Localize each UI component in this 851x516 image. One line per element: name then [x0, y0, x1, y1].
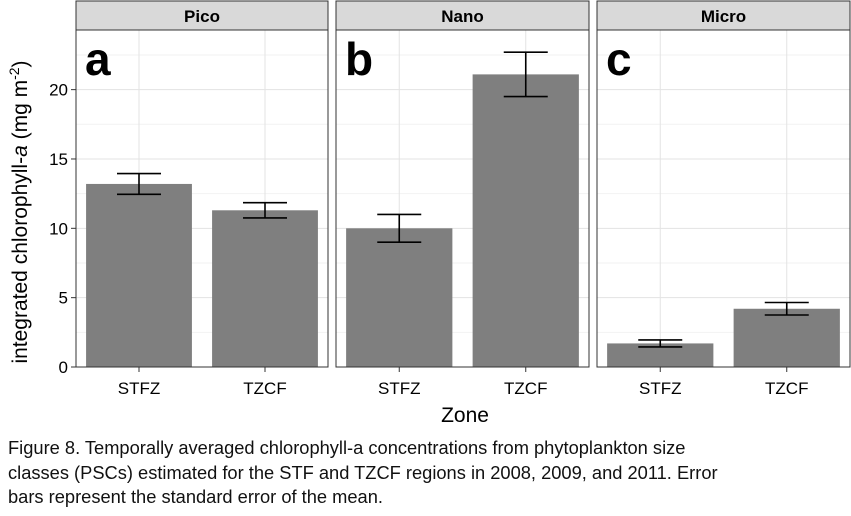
facet-panel-pico: Pico STFZ TZCF a	[75, 0, 329, 398]
facet-strip-label: Micro	[701, 7, 746, 26]
facet-strip-label: Pico	[184, 7, 220, 26]
facet-strip	[335, 0, 590, 31]
bar-tzcf	[733, 308, 840, 367]
bar-stfz	[607, 343, 714, 367]
y-axis-title-prefix: integrated chlorophyll-	[9, 157, 32, 364]
y-axis: 0 5 10 15 20	[49, 81, 76, 377]
facet-panel-nano: Nano STFZ TZCF b	[335, 0, 590, 398]
facet-strip	[75, 0, 329, 31]
panel-border	[75, 29, 329, 368]
bar-stfz	[86, 183, 192, 367]
x-tick-label: STFZ	[378, 379, 421, 398]
y-tick-label: 0	[59, 358, 68, 377]
y-tick-label: 15	[49, 150, 68, 169]
x-axis-title: Zone	[441, 404, 489, 427]
y-axis-title-superscript: -2	[6, 67, 22, 80]
panel-letter: b	[345, 33, 373, 85]
y-tick-label: 10	[49, 219, 68, 238]
y-tick-label: 5	[59, 289, 68, 308]
x-tick-label: TZCF	[765, 379, 808, 398]
facet-strip	[596, 0, 851, 31]
panel-border	[596, 29, 851, 368]
y-axis-title: integrated chlorophyll-a (mg m-2)	[6, 60, 32, 363]
x-tick-label: STFZ	[118, 379, 161, 398]
y-tick-label: 20	[49, 81, 68, 100]
bar-tzcf	[212, 210, 318, 367]
caption-line: bars represent the standard error of the…	[8, 486, 383, 507]
caption-line: Figure 8. Temporally averaged chlorophyl…	[8, 437, 686, 458]
bar-stfz	[346, 228, 453, 367]
facet-strip-label: Nano	[441, 7, 484, 26]
figure-caption: Figure 8. Temporally averaged chlorophyl…	[8, 436, 848, 510]
y-axis-title-italic: a	[9, 145, 32, 157]
faceted-bar-chart: Pico STFZ TZCF a Nano STFZ TZCF b Micro STFZ TZCF c…	[6, 0, 851, 427]
bar-tzcf	[472, 74, 579, 367]
y-axis-title-unit-end: )	[9, 60, 32, 67]
y-axis-title-unit: (mg m	[9, 80, 32, 145]
panel-letter: a	[85, 33, 111, 85]
x-tick-label: TZCF	[504, 379, 547, 398]
caption-line: classes (PSCs) estimated for the STF and…	[8, 461, 718, 483]
facet-panel-micro: Micro STFZ TZCF c	[596, 0, 851, 398]
panel-letter: c	[606, 33, 632, 85]
x-tick-label: TZCF	[243, 379, 286, 398]
panel-border	[335, 29, 590, 368]
x-tick-label: STFZ	[639, 379, 682, 398]
